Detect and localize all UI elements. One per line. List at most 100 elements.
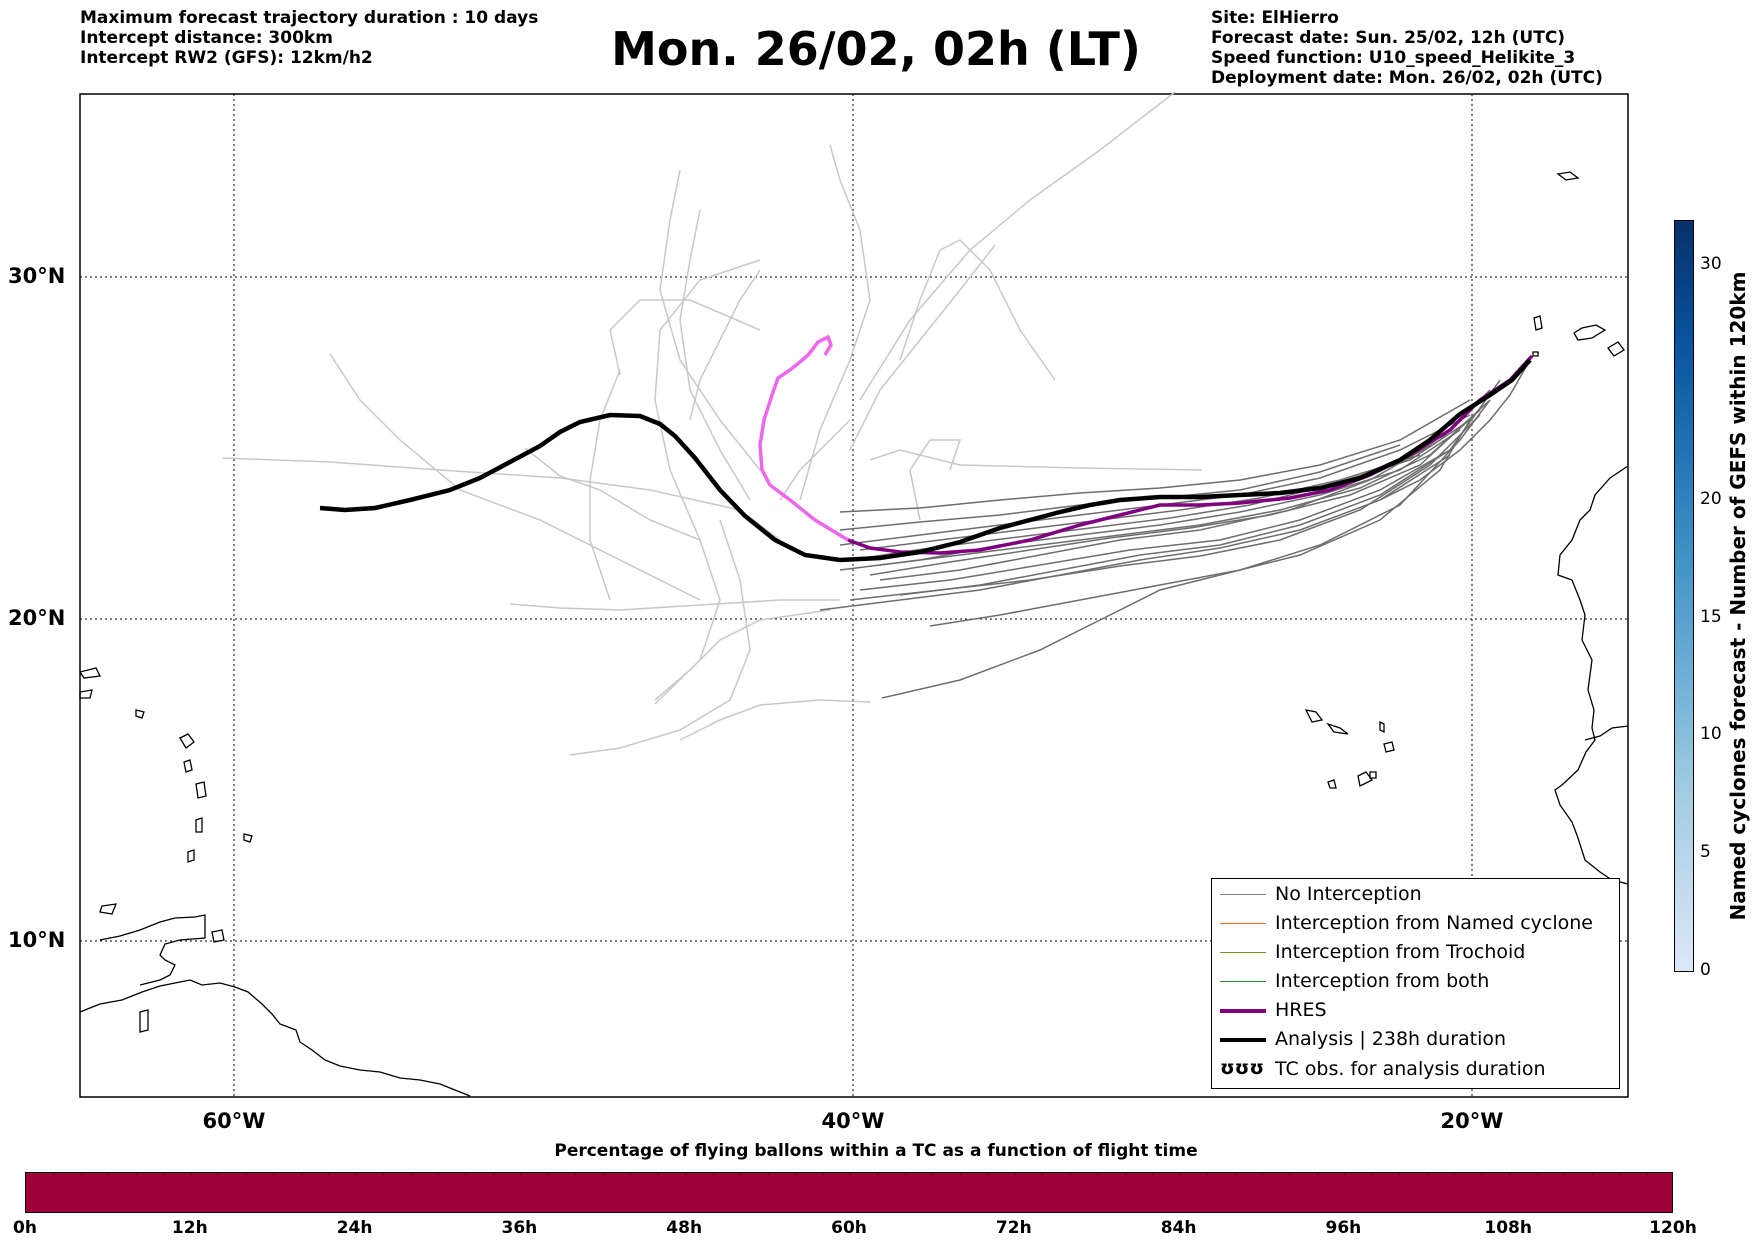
trajectory-light	[654, 609, 831, 701]
trajectory-light	[589, 369, 621, 601]
intercept-rw2-text: Intercept RW2 (GFS): 12km/h2	[80, 48, 373, 68]
trajectory-dark	[879, 399, 1491, 566]
island-antilles-1	[179, 733, 195, 749]
legend-swatch	[1220, 894, 1266, 895]
analysis-trajectory	[319, 358, 1532, 563]
speed-function-text: Speed function: U10_speed_Helikite_3	[1211, 48, 1576, 68]
trajectory-dark	[869, 409, 1481, 576]
legend-swatch	[1220, 923, 1266, 924]
island-madeira	[1556, 171, 1580, 181]
island-cape-verde-3	[1379, 720, 1385, 734]
island-el-hierro	[1532, 351, 1539, 357]
bottom-bar-title: Percentage of flying ballons within a TC…	[554, 1141, 1198, 1161]
island-cape-verde-1	[1304, 709, 1324, 723]
trajectory-light	[679, 699, 871, 741]
bar-segment-divider	[1509, 1173, 1511, 1177]
island-cape-verde-4	[1383, 741, 1395, 753]
bar-segment-divider	[877, 1173, 879, 1177]
legend-item-no-interception: No Interception	[1212, 881, 1619, 910]
trajectory-light	[609, 299, 761, 376]
trajectory-dark	[819, 454, 1451, 611]
legend: No Interception Interception from Named …	[1211, 878, 1620, 1089]
bar-segment-divider	[1069, 1173, 1071, 1177]
bar-segment-divider	[273, 1173, 275, 1177]
bottom-bar-tick-label: 120h	[1649, 1218, 1697, 1238]
intercept-distance-text: Intercept distance: 300km	[80, 28, 333, 48]
bar-segment-divider	[1536, 1173, 1538, 1177]
bar-segment-divider	[959, 1173, 961, 1177]
island-antilles-9	[79, 689, 93, 699]
bar-segment-divider	[630, 1173, 632, 1177]
bar-segment-divider	[190, 1173, 192, 1177]
island-gran-canaria	[1607, 341, 1625, 357]
island-antilles-10	[99, 903, 118, 915]
bar-segment-divider	[547, 1173, 549, 1177]
forecast-date-text: Forecast date: Sun. 25/02, 12h (UTC)	[1211, 28, 1566, 48]
legend-label: Interception from both	[1275, 970, 1490, 992]
legend-swatch	[1220, 1038, 1266, 1042]
trajectory-light	[689, 269, 761, 421]
island-cape-verde-7	[1369, 771, 1377, 779]
legend-item-trochoid: Interception from Trochoid	[1212, 939, 1619, 968]
bar-segment-divider	[1371, 1173, 1373, 1177]
bar-segment-divider	[740, 1173, 742, 1177]
bottom-bar-tick-label: 72h	[995, 1218, 1032, 1238]
bottom-bar-tick-label: 36h	[501, 1218, 538, 1238]
legend-item-analysis: Analysis | 238h duration	[1212, 1026, 1619, 1055]
island-antilles-8	[78, 667, 101, 679]
bar-segment-divider	[1289, 1173, 1291, 1177]
bar-segment-divider	[1619, 1173, 1621, 1177]
island-tenerife	[1573, 324, 1607, 341]
legend-label: Interception from Trochoid	[1275, 941, 1526, 963]
bar-segment-divider	[1399, 1173, 1401, 1177]
lat-tick-10n: 10°N	[8, 928, 66, 952]
island-antilles-7	[135, 709, 145, 719]
bar-segment-divider	[218, 1173, 220, 1177]
lat-tick-20n: 20°N	[8, 606, 66, 630]
island-cape-verde-5	[1327, 779, 1337, 789]
trajectory-dark	[839, 399, 1471, 513]
bar-segment-divider	[355, 1173, 357, 1177]
bar-segment-divider	[328, 1173, 330, 1177]
bottom-bar-tick-label: 96h	[1325, 1218, 1362, 1238]
colorbar-tick-5: 5	[1700, 842, 1711, 862]
bar-segment-divider	[1207, 1173, 1209, 1177]
trajectory-light	[524, 447, 701, 541]
legend-label: Analysis | 238h duration	[1275, 1028, 1507, 1050]
lat-tick-30n: 30°N	[8, 264, 66, 288]
trajectory-light	[569, 519, 751, 756]
bar-segment-divider	[1262, 1173, 1263, 1177]
bar-segment-divider	[932, 1173, 934, 1177]
bar-segment-divider	[1042, 1173, 1044, 1177]
bar-segment-divider	[767, 1173, 769, 1177]
trajectory-light	[909, 439, 962, 521]
trajectory-light	[779, 419, 851, 501]
legend-swatch	[1220, 952, 1266, 953]
legend-label: HRES	[1275, 999, 1327, 1021]
bar-segment-divider	[465, 1173, 467, 1177]
bar-segment-divider	[492, 1173, 494, 1177]
island-antilles-6	[243, 833, 253, 843]
bar-segment-divider	[410, 1173, 412, 1177]
legend-swatch	[1220, 981, 1266, 982]
bottom-bar-tick-label: 60h	[831, 1218, 867, 1238]
bar-segment-divider	[657, 1173, 659, 1177]
trajectory-light	[869, 449, 1203, 471]
legend-label: TC obs. for analysis duration	[1275, 1058, 1546, 1080]
bar-segment-divider	[135, 1173, 137, 1177]
bar-segment-divider	[1646, 1173, 1648, 1177]
bar-segment-divider	[80, 1173, 82, 1177]
bar-segment-divider	[712, 1173, 714, 1177]
bar-segment-divider	[987, 1173, 989, 1177]
legend-item-named-cyclone: Interception from Named cyclone	[1212, 910, 1619, 939]
colorbar-label: Named cyclones forecast - Number of GEFS…	[1726, 271, 1750, 921]
bar-segment-divider	[383, 1173, 385, 1177]
bottom-bar-tick-label: 84h	[1160, 1218, 1197, 1238]
bar-segment-divider	[53, 1173, 55, 1177]
trajectory-light	[679, 209, 751, 501]
bar-segment-divider	[438, 1173, 439, 1177]
legend-label: No Interception	[1275, 883, 1422, 905]
deployment-date-text: Deployment date: Mon. 26/02, 02h (UTC)	[1211, 68, 1603, 88]
lon-tick-60w: 60°W	[202, 1109, 266, 1133]
bar-segment-divider	[1179, 1173, 1181, 1177]
